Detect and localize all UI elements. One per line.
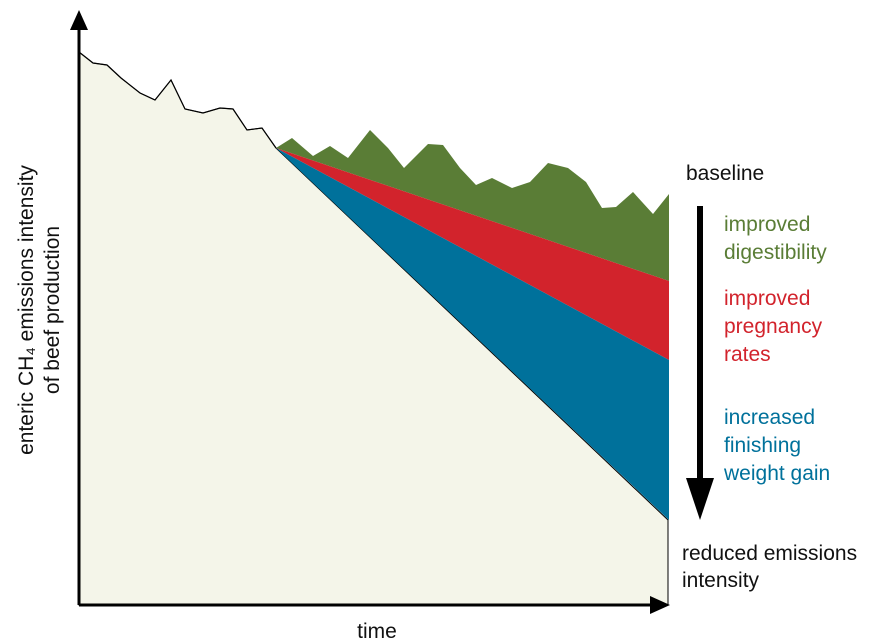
baseline-label: baseline (686, 162, 764, 185)
reduction-arrow-head (686, 478, 714, 520)
reduced-label-line2: intensity (682, 569, 760, 592)
finishing-label-line3: weight gain (723, 462, 830, 485)
digestibility-label-line2: digestibility (724, 241, 827, 264)
finishing-area (276, 148, 669, 520)
finishing-label-line2: finishing (724, 434, 801, 457)
digestibility-area (276, 130, 669, 281)
pregnancy-label-line1: improved (724, 287, 810, 310)
x-axis-arrowhead (650, 596, 670, 614)
y-axis-label-line1: enteric CH₄ emissions intensity (15, 165, 38, 455)
pregnancy-label-line2: pregnancy (724, 315, 823, 338)
pregnancy-label-line3: rates (724, 343, 771, 366)
reduced-label-line1: reduced emissions (682, 542, 857, 565)
x-axis-label: time (357, 620, 397, 642)
digestibility-label-line1: improved (724, 213, 810, 236)
finishing-label-line1: increased (724, 406, 815, 429)
y-axis-label-line2: of beef production (41, 226, 64, 394)
historical-baseline-line (78, 51, 277, 149)
y-axis-arrowhead (70, 10, 88, 30)
